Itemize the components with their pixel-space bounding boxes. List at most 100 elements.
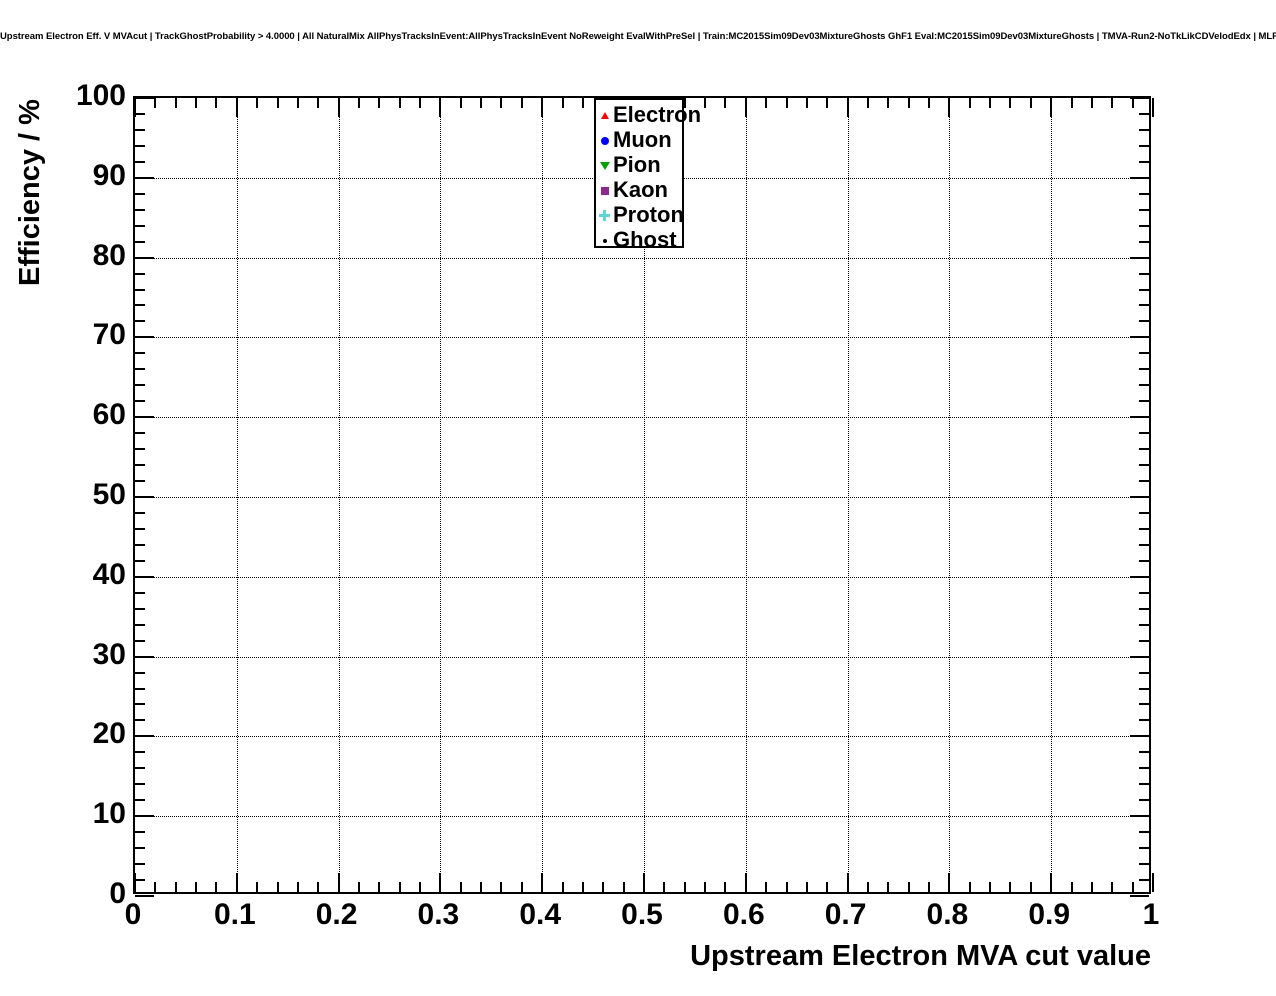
axis-tick bbox=[135, 559, 145, 562]
axis-tick bbox=[968, 98, 971, 108]
axis-tick bbox=[1139, 112, 1149, 115]
axis-tick bbox=[1139, 384, 1149, 387]
axis-tick bbox=[135, 575, 154, 578]
axis-tick bbox=[135, 847, 145, 850]
axis-tick bbox=[989, 98, 992, 108]
axis-tick bbox=[805, 98, 808, 108]
axis-tick bbox=[765, 98, 768, 108]
axis-tick bbox=[135, 879, 145, 882]
gridline-vertical bbox=[949, 98, 951, 892]
axis-tick bbox=[459, 882, 462, 892]
axis-tick bbox=[135, 304, 145, 307]
legend-entry: Proton bbox=[596, 202, 684, 227]
axis-tick bbox=[948, 873, 951, 892]
axis-tick bbox=[744, 873, 747, 892]
axis-tick bbox=[134, 98, 136, 117]
axis-tick bbox=[276, 98, 279, 108]
y-tick-label: 10 bbox=[92, 797, 126, 831]
axis-tick bbox=[1070, 882, 1073, 892]
axis-tick bbox=[135, 831, 145, 834]
axis-tick bbox=[1130, 496, 1149, 498]
axis-tick bbox=[989, 882, 992, 892]
triangle-up-marker-icon bbox=[598, 108, 612, 122]
axis-tick bbox=[1152, 98, 1154, 117]
axis-tick bbox=[480, 882, 483, 892]
axis-tick bbox=[928, 882, 931, 892]
axis-tick bbox=[1130, 336, 1149, 339]
axis-tick bbox=[235, 873, 238, 892]
axis-tick bbox=[541, 98, 544, 117]
x-tick-label: 0.4 bbox=[519, 898, 562, 931]
axis-tick bbox=[520, 98, 523, 108]
axis-tick bbox=[276, 882, 279, 892]
gridline-horizontal bbox=[135, 816, 1149, 818]
axis-tick bbox=[1131, 98, 1134, 108]
axis-tick bbox=[419, 98, 422, 108]
axis-tick bbox=[1139, 559, 1149, 562]
plot-title: Upstream Electron Eff. V MVAcut | TrackG… bbox=[0, 31, 1276, 42]
axis-tick bbox=[1152, 873, 1154, 892]
axis-tick bbox=[215, 882, 218, 892]
axis-tick bbox=[135, 815, 154, 818]
axis-tick bbox=[195, 882, 198, 892]
axis-tick bbox=[317, 882, 320, 892]
axis-tick bbox=[704, 98, 707, 108]
x-tick-label: 0.1 bbox=[213, 898, 256, 931]
axis-tick bbox=[581, 98, 584, 108]
axis-tick bbox=[135, 607, 145, 610]
axis-tick bbox=[215, 98, 218, 108]
axis-tick bbox=[135, 192, 145, 195]
square-marker-icon bbox=[598, 183, 612, 197]
axis-tick bbox=[520, 882, 523, 892]
axis-tick bbox=[480, 98, 483, 108]
axis-tick bbox=[135, 240, 145, 243]
axis-tick bbox=[135, 591, 145, 594]
axis-tick bbox=[135, 416, 154, 419]
axis-tick bbox=[1139, 607, 1149, 610]
axis-tick bbox=[135, 176, 154, 179]
axis-tick bbox=[1130, 735, 1149, 738]
axis-tick bbox=[1139, 687, 1149, 690]
axis-tick bbox=[135, 719, 145, 722]
axis-tick bbox=[1139, 272, 1149, 275]
axis-tick bbox=[135, 511, 145, 514]
axis-tick bbox=[135, 368, 145, 371]
axis-tick bbox=[500, 98, 503, 108]
axis-tick bbox=[1050, 98, 1053, 117]
axis-tick bbox=[724, 98, 727, 108]
axis-tick bbox=[1139, 767, 1149, 770]
gridline-vertical bbox=[440, 98, 442, 892]
axis-tick bbox=[1139, 288, 1149, 291]
axis-tick bbox=[1111, 882, 1114, 892]
cross-marker-icon bbox=[598, 208, 612, 222]
gridline-vertical bbox=[847, 98, 849, 892]
axis-tick bbox=[907, 882, 910, 892]
axis-tick bbox=[135, 144, 145, 147]
axis-tick bbox=[296, 98, 299, 108]
y-tick-label: 90 bbox=[92, 158, 126, 192]
axis-tick bbox=[1139, 304, 1149, 307]
axis-tick bbox=[135, 751, 145, 754]
axis-tick bbox=[378, 98, 381, 108]
axis-tick bbox=[135, 671, 145, 674]
legend-label: Muon bbox=[613, 126, 672, 152]
axis-tick bbox=[1130, 895, 1149, 897]
axis-tick bbox=[1090, 882, 1093, 892]
axis-tick bbox=[419, 882, 422, 892]
axis-tick bbox=[154, 98, 157, 108]
axis-tick bbox=[1130, 97, 1149, 99]
axis-tick bbox=[724, 882, 727, 892]
axis-tick bbox=[174, 882, 177, 892]
axis-tick bbox=[1139, 847, 1149, 850]
x-tick-label: 0.7 bbox=[824, 898, 867, 931]
axis-tick bbox=[928, 98, 931, 108]
y-tick-label: 70 bbox=[92, 318, 126, 352]
axis-tick bbox=[602, 882, 605, 892]
axis-tick bbox=[1139, 623, 1149, 626]
axis-tick bbox=[135, 799, 145, 802]
axis-tick bbox=[135, 128, 145, 131]
axis-tick bbox=[643, 873, 645, 892]
gridline-vertical bbox=[338, 98, 340, 892]
axis-tick bbox=[135, 272, 145, 275]
axis-tick bbox=[663, 882, 666, 892]
